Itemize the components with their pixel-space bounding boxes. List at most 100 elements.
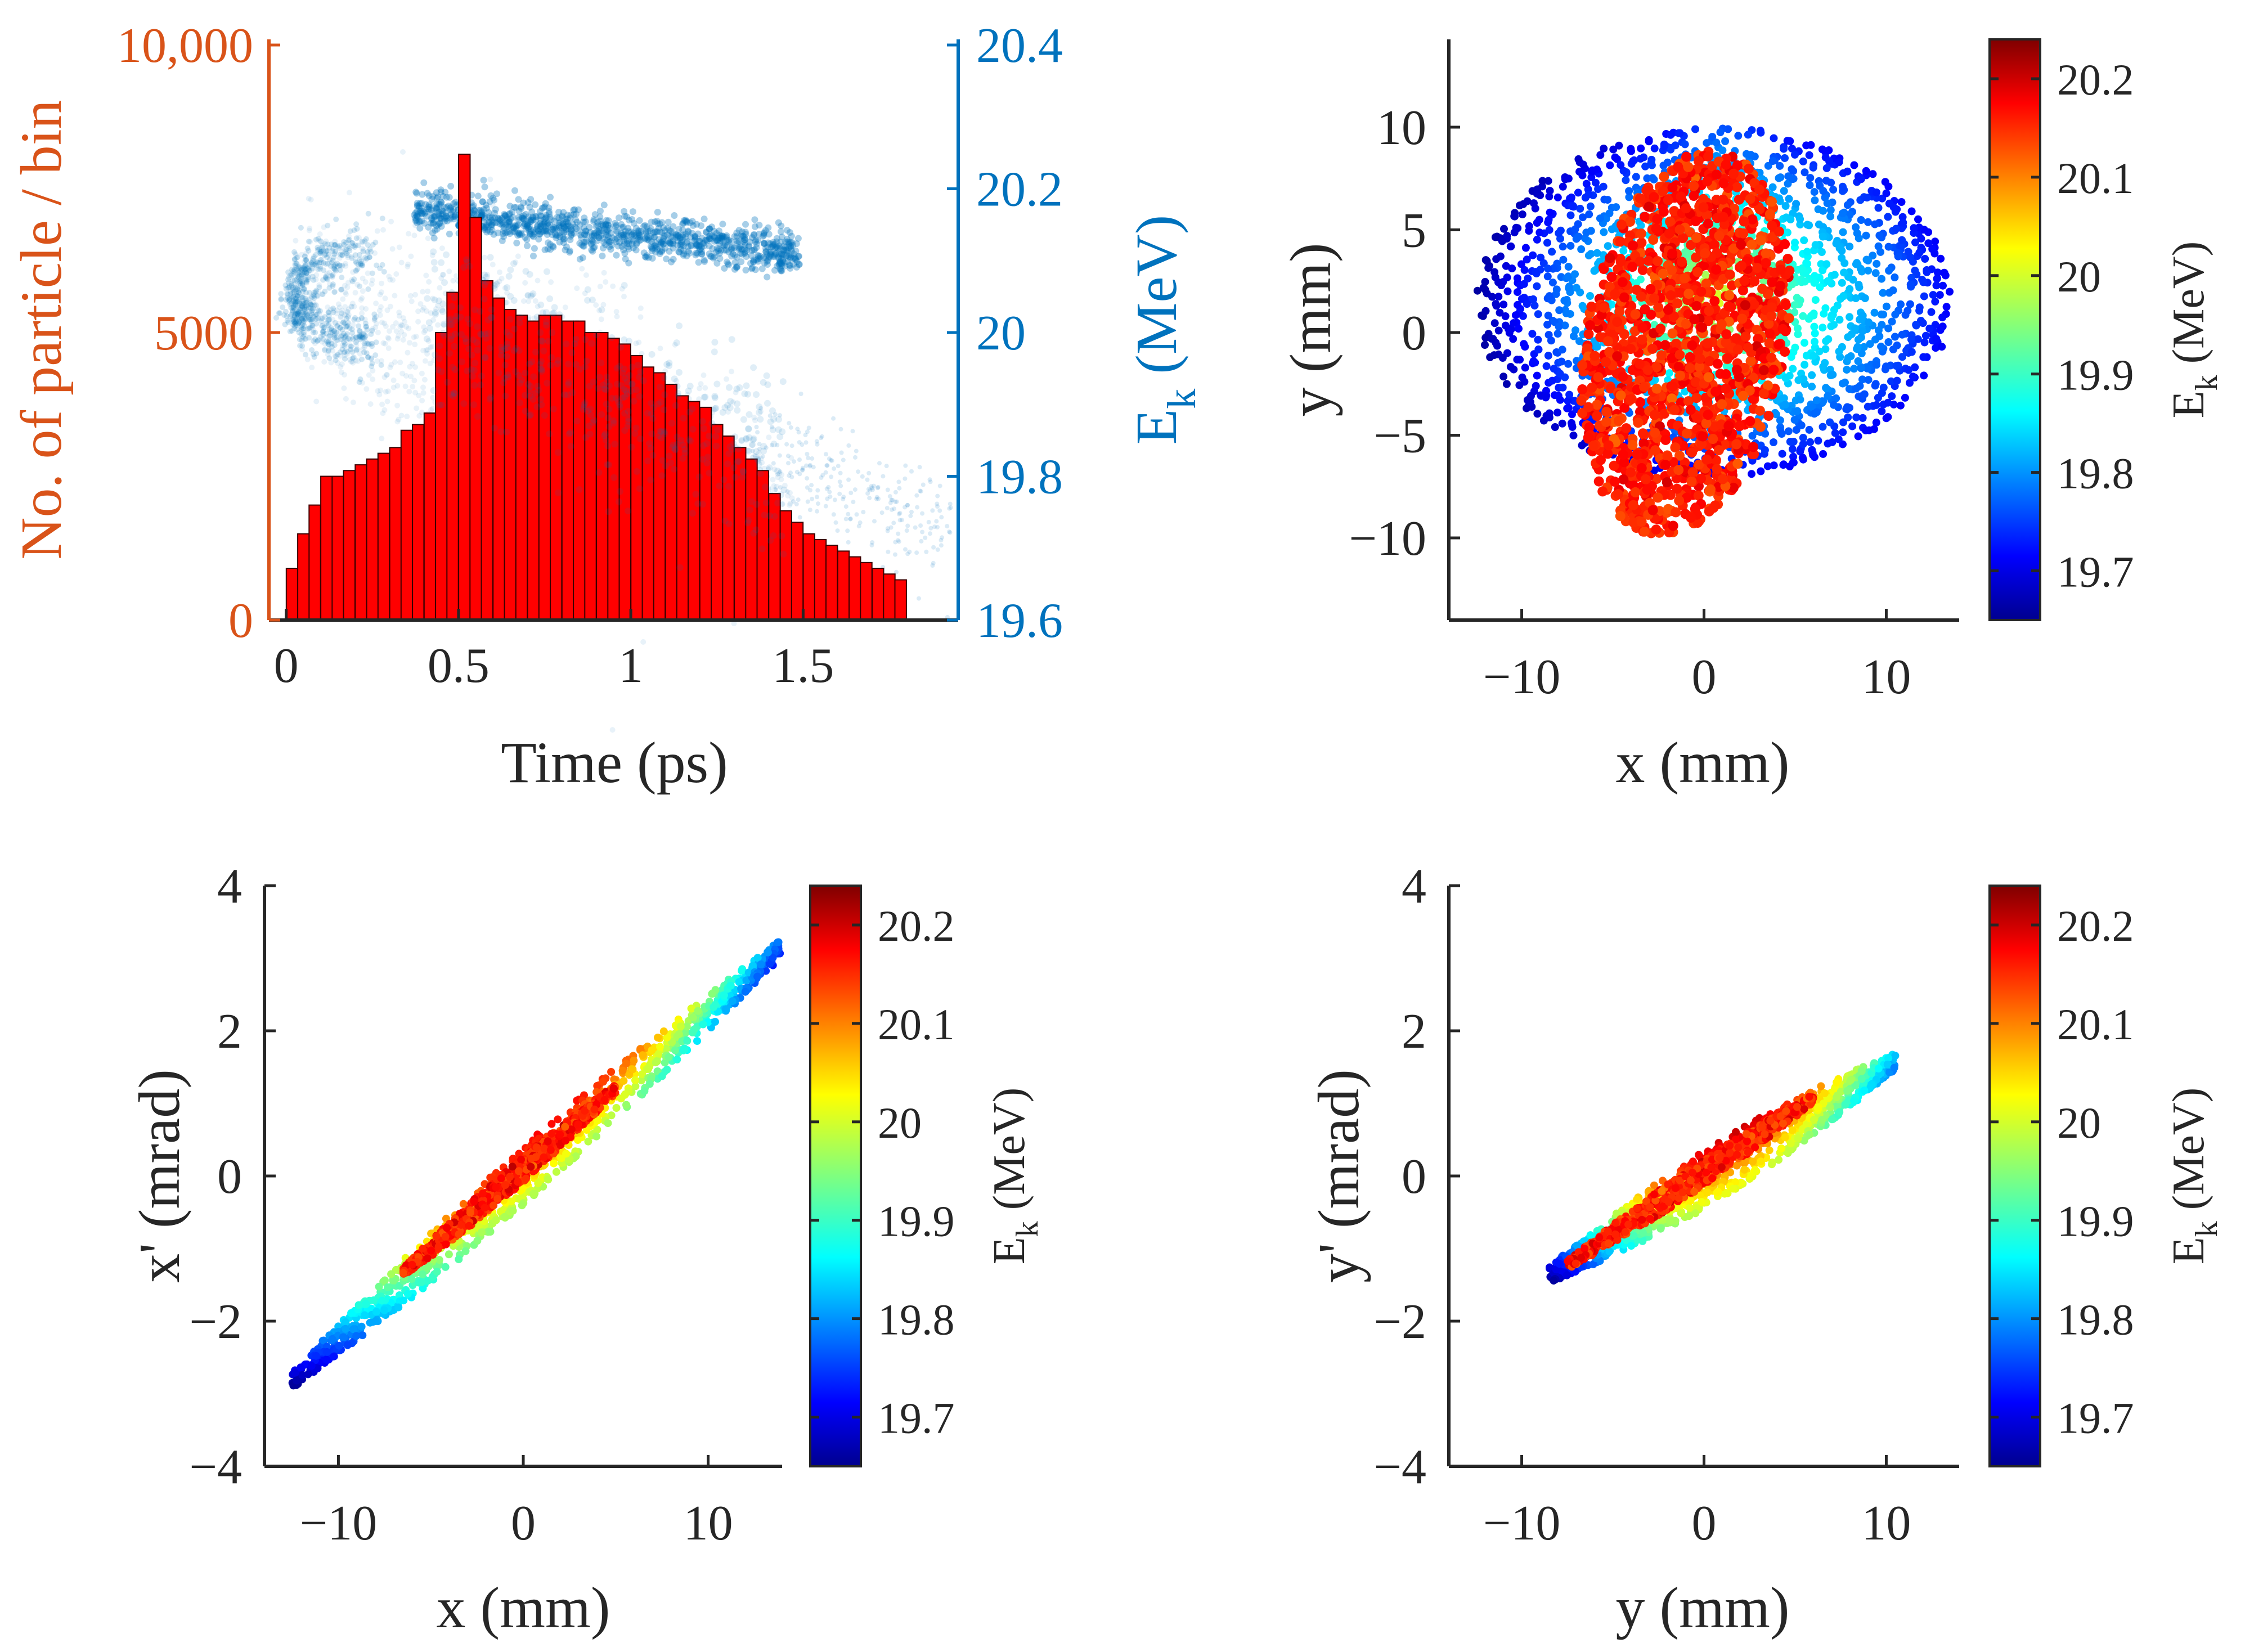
scatter-point — [322, 246, 329, 253]
scatter-point — [303, 303, 309, 309]
scatter-point — [416, 413, 423, 419]
scatter-point — [851, 500, 856, 505]
scatter-point — [332, 331, 338, 337]
scatter-point — [746, 506, 753, 514]
scatter-point — [437, 199, 444, 206]
scatter-point — [429, 229, 436, 236]
scatter-point — [423, 335, 430, 343]
scatter-point — [341, 239, 347, 245]
scatter-point — [549, 329, 556, 336]
scatter-point — [468, 352, 475, 358]
scatter-point — [375, 329, 381, 335]
scatter-point — [372, 317, 378, 323]
scatter-point — [365, 270, 371, 276]
spot-point — [1691, 125, 1699, 133]
scatter-point — [703, 440, 711, 447]
scatter-point — [469, 372, 476, 380]
scatter-point — [423, 272, 429, 279]
scatter-point — [505, 273, 513, 280]
scatter-point — [425, 288, 431, 294]
scatter-point — [414, 405, 420, 411]
scatter-point — [278, 291, 284, 297]
scatter-point — [548, 354, 555, 361]
spot-point — [1518, 210, 1526, 218]
scatter-point — [356, 235, 362, 241]
spot-point — [1574, 188, 1582, 197]
histogram-bar — [285, 568, 299, 621]
scatter-point — [683, 219, 690, 226]
scatter-point — [583, 272, 589, 278]
scatter-point — [393, 328, 399, 334]
scatter-point — [341, 385, 347, 391]
scatter-point — [498, 344, 505, 351]
spot-point — [1861, 294, 1869, 302]
scatter-point — [444, 379, 451, 386]
scatter-point — [439, 245, 445, 252]
scatter-point — [546, 295, 554, 302]
scatter-point — [614, 313, 620, 320]
scatter-point — [745, 447, 752, 455]
scatter-point — [571, 206, 578, 213]
scatter-point — [897, 518, 903, 523]
spot-point — [1884, 182, 1893, 191]
scatter-point — [756, 403, 763, 410]
scatter-point — [306, 248, 312, 254]
scatter-point — [774, 468, 782, 475]
scatter-point — [429, 406, 435, 412]
scatter-point — [734, 407, 741, 414]
scatter-point — [742, 231, 749, 238]
scatter-point — [430, 219, 436, 226]
scatter-point — [750, 364, 757, 371]
scatter-point — [298, 331, 304, 338]
histogram-bar — [791, 522, 804, 621]
scatter-point — [706, 433, 713, 439]
spot-point — [1848, 422, 1857, 430]
scatter-point — [605, 508, 612, 515]
scatter-point — [613, 365, 621, 372]
scatter-point — [850, 429, 855, 434]
scatter-point — [545, 338, 552, 345]
scatter-point — [856, 469, 861, 474]
scatter-point — [852, 487, 857, 492]
scatter-point — [420, 289, 426, 295]
scatter-point — [610, 283, 616, 289]
scatter-point — [347, 325, 353, 331]
scatter-point — [537, 337, 545, 344]
scatter-point — [373, 300, 379, 307]
spot-point — [1538, 177, 1547, 185]
spot-point — [1835, 347, 1843, 356]
scatter-point — [593, 302, 599, 308]
scatter-point — [599, 381, 607, 389]
scatter-point — [396, 416, 402, 423]
scatter-point — [495, 369, 502, 376]
spot-point — [1788, 445, 1797, 454]
spot-scatter — [1473, 124, 1954, 538]
scatter-point — [672, 446, 679, 453]
scatter-point — [893, 552, 897, 557]
scatter-point — [914, 493, 919, 498]
scatter-point — [364, 327, 370, 333]
spot-point — [1622, 176, 1630, 185]
scatter-point — [766, 434, 772, 441]
scatter-point — [425, 319, 433, 326]
scatter-point — [339, 275, 345, 281]
scatter-point — [724, 460, 731, 468]
scatter-point — [675, 393, 682, 399]
scatter-point — [303, 352, 308, 358]
scatter-point — [544, 231, 551, 238]
spot-point — [1500, 225, 1508, 233]
spot-point — [1785, 195, 1793, 203]
spot-point — [1543, 272, 1552, 281]
scatter-point — [465, 345, 473, 353]
scatter-point — [522, 268, 529, 275]
scatter-point — [384, 307, 390, 313]
scatter-point — [560, 239, 567, 246]
scatter-point — [361, 344, 367, 351]
scatter-point — [748, 498, 755, 505]
scatter-point — [309, 266, 316, 272]
scatter-point — [527, 227, 535, 235]
scatter-point — [554, 360, 561, 367]
scatter-point — [760, 447, 767, 455]
scatter-point — [370, 376, 376, 383]
scatter-point — [472, 360, 479, 367]
